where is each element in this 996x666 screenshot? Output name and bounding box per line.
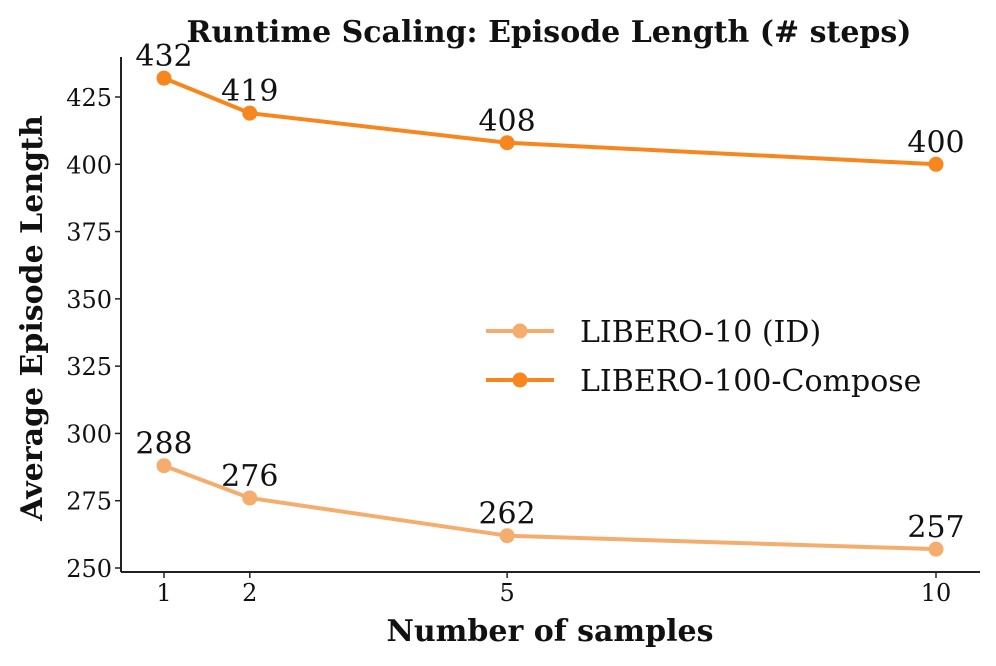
x-axis-ticks: 1 2 5 10 xyxy=(156,572,951,607)
data-point xyxy=(156,458,172,474)
data-point xyxy=(499,528,515,544)
legend: LIBERO-10 (ID) LIBERO-100-Compose xyxy=(486,315,921,399)
y-tick-label: 400 xyxy=(66,151,112,179)
data-label: 257 xyxy=(907,510,964,545)
y-tick-label: 350 xyxy=(66,286,112,314)
y-axis-ticks: 250 275 300 325 350 375 400 425 xyxy=(66,84,121,583)
x-tick-label: 5 xyxy=(499,579,514,607)
legend-entry-label: LIBERO-10 (ID) xyxy=(580,315,821,350)
y-tick-label: 325 xyxy=(66,353,112,381)
series-1: 432 419 408 400 xyxy=(135,39,965,172)
chart-title: Runtime Scaling: Episode Length (# steps… xyxy=(187,15,912,50)
data-point xyxy=(156,70,172,86)
legend-swatch-marker xyxy=(512,372,528,388)
legend-swatch-marker xyxy=(512,323,528,339)
data-point xyxy=(928,541,944,557)
data-point xyxy=(242,105,258,121)
data-label: 288 xyxy=(135,427,192,462)
legend-entry-label: LIBERO-100-Compose xyxy=(580,364,921,399)
y-tick-label: 250 xyxy=(66,555,112,583)
data-label: 419 xyxy=(221,74,278,109)
x-axis-label: Number of samples xyxy=(386,614,713,649)
x-tick-label: 2 xyxy=(242,579,257,607)
series-0: 288 276 262 257 xyxy=(135,427,965,557)
y-tick-label: 425 xyxy=(66,84,112,112)
data-label: 432 xyxy=(135,39,192,74)
data-label: 408 xyxy=(478,104,535,139)
y-tick-label: 300 xyxy=(66,420,112,448)
data-label: 262 xyxy=(478,497,535,532)
x-tick-label: 10 xyxy=(921,579,952,607)
data-point xyxy=(499,135,515,151)
data-point xyxy=(928,156,944,172)
data-point xyxy=(242,490,258,506)
series-layer: 288 276 262 257 432 419 408 400 xyxy=(135,39,965,557)
series-line xyxy=(162,463,938,552)
y-axis-label: Average Episode Length xyxy=(15,115,50,522)
data-label: 276 xyxy=(221,459,278,494)
series-line xyxy=(162,76,938,167)
data-label: 400 xyxy=(907,125,964,160)
y-tick-label: 275 xyxy=(66,488,112,516)
y-tick-label: 375 xyxy=(66,219,112,247)
x-tick-label: 1 xyxy=(156,579,171,607)
